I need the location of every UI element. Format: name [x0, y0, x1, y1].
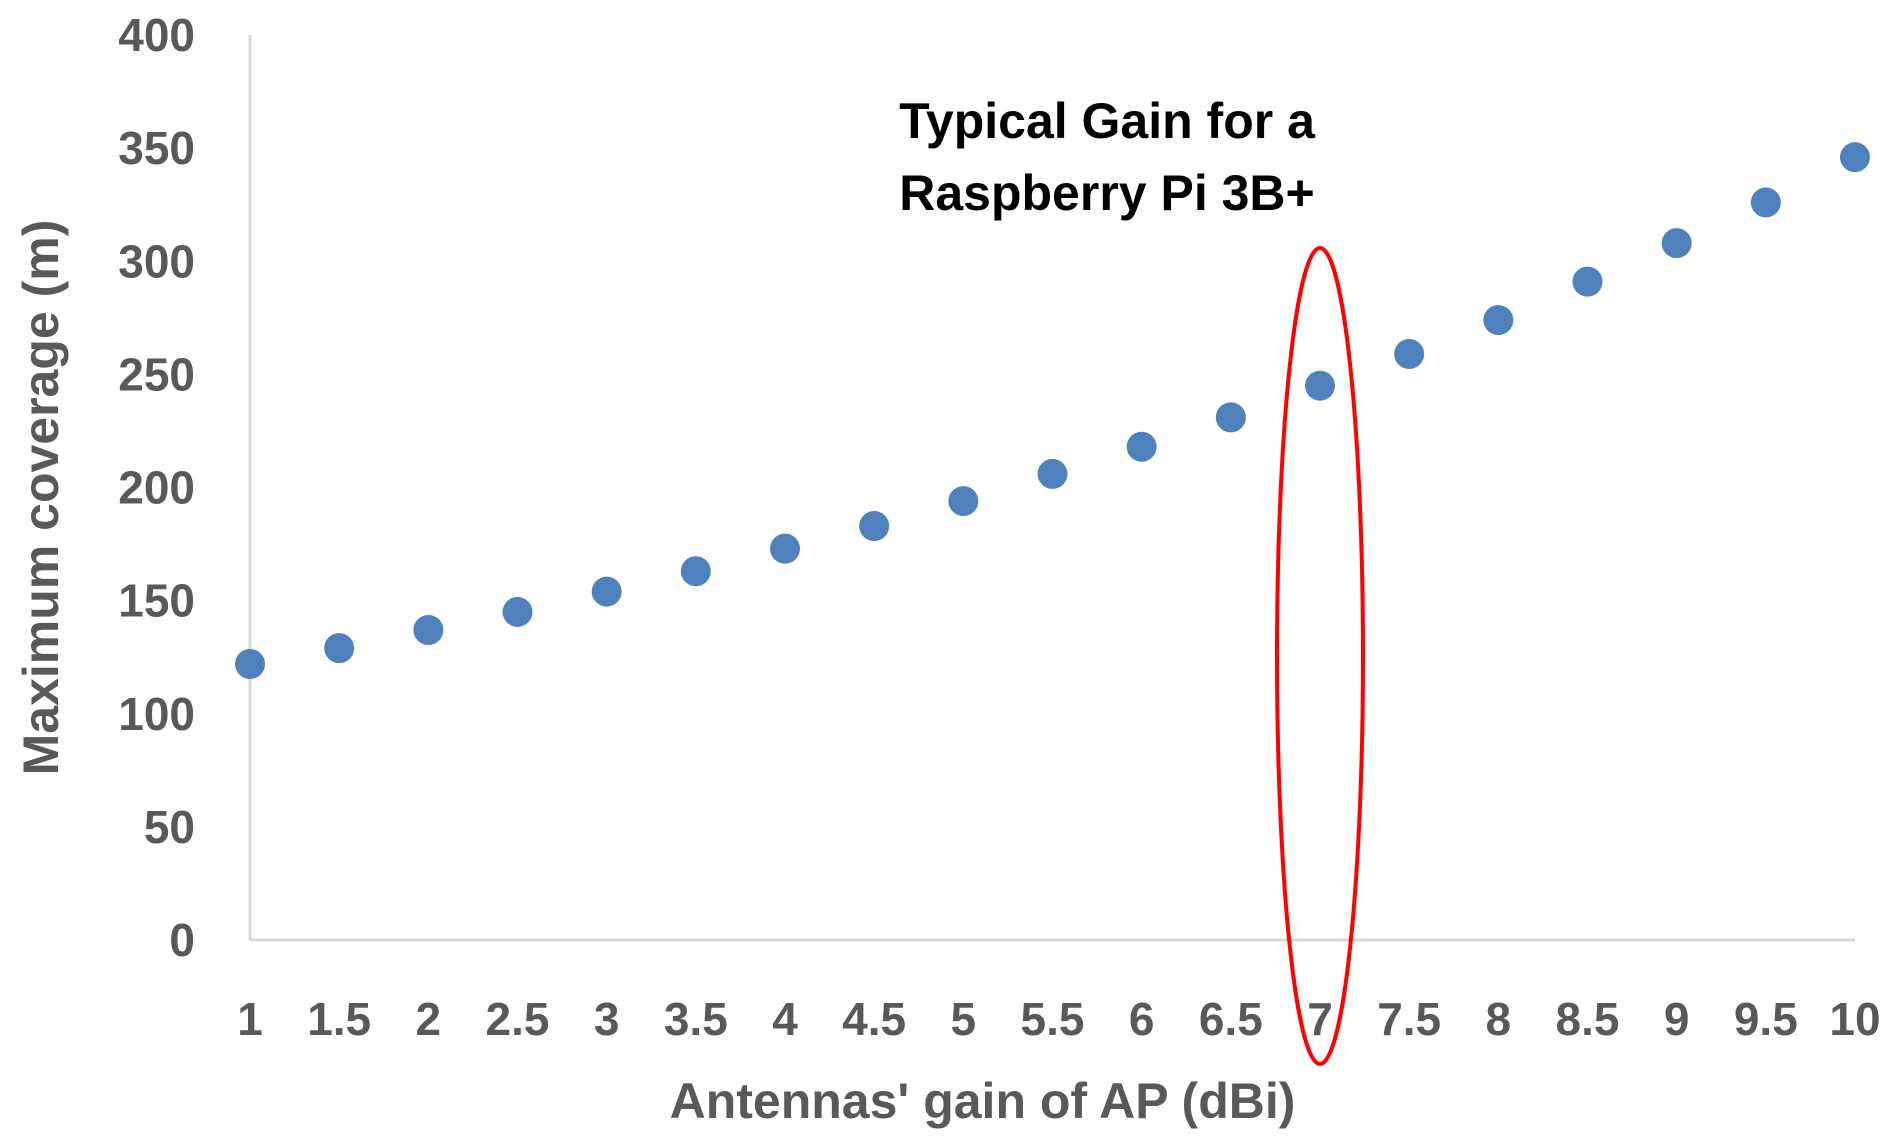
y-tick-label: 150 [118, 575, 195, 627]
y-tick-label: 250 [118, 348, 195, 400]
x-tick-label: 6.5 [1199, 993, 1263, 1045]
y-tick-label: 300 [118, 235, 195, 287]
x-tick-label: 10 [1829, 993, 1880, 1045]
data-point [948, 486, 979, 517]
x-axis-title: Antennas' gain of AP (dBi) [670, 1073, 1296, 1129]
data-point [1394, 339, 1425, 370]
data-point [235, 648, 265, 679]
data-point [591, 576, 622, 607]
annotation-text-line-2: Raspberry Pi 3B+ [899, 165, 1314, 221]
y-tick-label: 350 [118, 122, 195, 174]
x-tick-label: 3.5 [664, 993, 728, 1045]
x-tick-label: 7 [1307, 993, 1333, 1045]
data-point [1037, 458, 1068, 489]
data-point [770, 533, 800, 564]
x-tick-label: 1.5 [307, 993, 371, 1045]
x-tick-label: 6 [1129, 993, 1155, 1045]
x-tick-label: 2 [416, 993, 442, 1045]
data-point [413, 615, 444, 646]
y-axis-title: Maximum coverage (m) [13, 220, 69, 776]
x-tick-label: 1 [237, 993, 263, 1045]
data-point [324, 633, 355, 664]
x-tick-labels: 1 1.5 2 2.5 3 3.5 4 4.5 5 5.5 6 6.5 7 7.5 8 8.5 9 9.5 10 [237, 993, 1880, 1045]
x-tick-label: 9 [1664, 993, 1690, 1045]
y-tick-labels: 0 50 100 150 200 250 300 350 400 [118, 9, 195, 966]
data-point [1215, 402, 1246, 433]
data-point [1305, 370, 1335, 401]
y-tick-label: 200 [118, 462, 195, 514]
y-tick-label: 400 [118, 9, 195, 61]
data-point [1572, 266, 1603, 297]
data-point [1126, 431, 1157, 462]
highlight-ellipse [1275, 246, 1365, 1066]
x-tick-label: 9.5 [1734, 993, 1798, 1045]
data-point [680, 556, 711, 587]
y-tick-label: 0 [169, 914, 195, 966]
x-tick-label: 3 [594, 993, 620, 1045]
x-tick-label: 5.5 [1021, 993, 1085, 1045]
data-point [1750, 187, 1781, 218]
annotation: Typical Gain for a Raspberry Pi 3B+ [899, 93, 1365, 1066]
data-point [502, 596, 533, 627]
y-tick-label: 100 [118, 688, 195, 740]
x-tick-label: 4.5 [842, 993, 906, 1045]
x-tick-label: 8 [1486, 993, 1512, 1045]
data-points [235, 142, 1870, 679]
data-point [1840, 142, 1870, 173]
x-tick-label: 2.5 [486, 993, 550, 1045]
x-tick-label: 5 [951, 993, 977, 1045]
data-point [1661, 228, 1692, 259]
x-tick-label: 8.5 [1556, 993, 1620, 1045]
data-point [859, 510, 890, 541]
annotation-text-line-1: Typical Gain for a [899, 93, 1316, 149]
x-tick-label: 7.5 [1377, 993, 1441, 1045]
axes [248, 35, 1855, 942]
x-tick-label: 4 [772, 993, 798, 1045]
y-tick-label: 50 [144, 801, 195, 853]
data-point [1483, 305, 1514, 336]
